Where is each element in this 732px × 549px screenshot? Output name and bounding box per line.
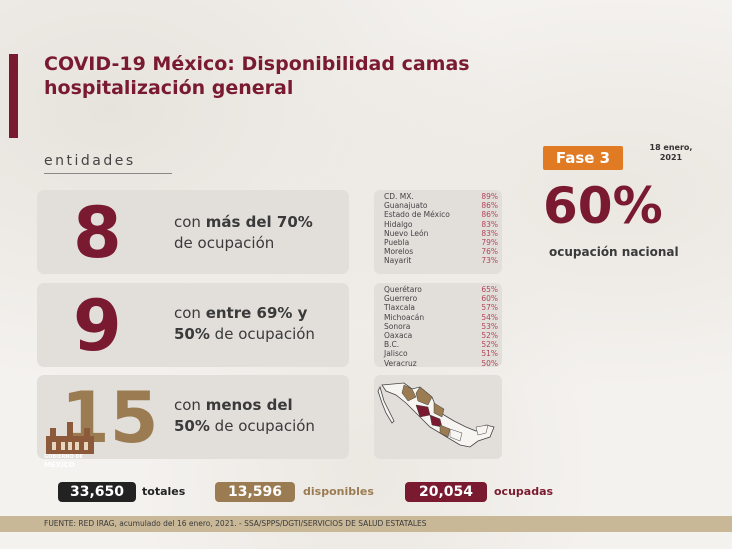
- footer-source: FUENTE: RED IRAG, acumulado del 16 enero…: [44, 519, 427, 528]
- desc-bold-2: 50%: [174, 417, 210, 435]
- government-building-icon: [46, 422, 94, 454]
- occupied-beds-label: ocupadas: [494, 485, 554, 498]
- total-beds-label: totales: [142, 485, 186, 498]
- state-row: Nayarit 73%: [384, 256, 498, 265]
- state-name: Querétaro: [384, 285, 422, 294]
- desc-pre: con: [174, 396, 206, 414]
- state-row: Hidalgo 83%: [384, 220, 498, 229]
- gov-logo-line-1: GOBIERNO DE: [44, 454, 84, 460]
- state-occupancy: 86%: [481, 210, 498, 220]
- state-occupancy: 83%: [481, 228, 498, 238]
- state-occupancy: 86%: [481, 201, 498, 211]
- state-name: Guanajuato: [384, 201, 428, 211]
- desc-post: de ocupación: [209, 325, 315, 343]
- group-row-high: 8 con más del 70% de ocupación: [37, 190, 349, 274]
- mexico-map-icon: [377, 382, 495, 448]
- state-name: Morelos: [384, 247, 414, 257]
- report-date-line-2: 2021: [659, 153, 683, 162]
- available-beds-label: disponibles: [303, 485, 374, 498]
- state-occupancy: 89%: [481, 192, 498, 201]
- state-occupancy: 73%: [481, 256, 498, 266]
- state-row: Michoacán 54%: [384, 313, 498, 322]
- entidades-label: entidades: [44, 153, 136, 169]
- gov-logo-text: GOBIERNO DE MÉXICO: [44, 453, 104, 469]
- state-row: Oaxaca 52%: [384, 331, 498, 340]
- total-beds-value: 33,650: [58, 482, 136, 502]
- state-row: Veracruz 50%: [384, 359, 498, 368]
- desc-post: de ocupación: [209, 417, 315, 435]
- state-name: Puebla: [384, 238, 410, 248]
- state-name: Sonora: [384, 321, 411, 331]
- occupied-beds-value: 20,054: [405, 482, 487, 502]
- state-row: Jalisco 51%: [384, 349, 498, 358]
- state-occupancy: 76%: [481, 247, 498, 257]
- state-row: Sonora 53%: [384, 322, 498, 331]
- state-row: Nuevo León 83%: [384, 229, 498, 238]
- desc-bold: entre 69% y: [205, 304, 308, 322]
- fase-badge: Fase 3: [543, 146, 623, 170]
- state-name: Estado de México: [384, 210, 450, 220]
- state-occupancy: 60%: [481, 294, 498, 304]
- state-occupancy: 50%: [481, 358, 498, 368]
- state-occupancy: 79%: [481, 238, 498, 248]
- national-occupancy-value: 60%: [543, 177, 663, 235]
- available-beds-value: 13,596: [215, 482, 295, 502]
- state-occupancy: 83%: [481, 219, 498, 229]
- state-name: Michoacán: [384, 312, 425, 322]
- state-occupancy: 57%: [481, 303, 498, 313]
- state-row: Guanajuato 86%: [384, 201, 498, 210]
- desc-pre: con: [174, 304, 206, 322]
- entidades-divider: [44, 173, 172, 174]
- state-row: CD. MX. 89%: [384, 192, 498, 201]
- group-count-mid: 9: [73, 285, 122, 367]
- state-row: Puebla 79%: [384, 238, 498, 247]
- group-row-mid: 9 con entre 69% y 50% de ocupación: [37, 283, 349, 367]
- state-row: Morelos 76%: [384, 247, 498, 256]
- state-row: Tlaxcala 57%: [384, 303, 498, 312]
- state-name: Tlaxcala: [384, 303, 415, 313]
- desc-bold: más del 70%: [205, 213, 313, 231]
- state-occupancy: 52%: [481, 340, 498, 350]
- footer-bar: [0, 516, 732, 532]
- state-occupancy: 52%: [481, 331, 498, 341]
- state-name: B.C.: [384, 340, 400, 350]
- high-occupancy-list: CD. MX. 89% Guanajuato 86% Estado de México 8…: [374, 190, 502, 274]
- report-date-line-1: 18 enero,: [649, 143, 693, 152]
- state-occupancy: 65%: [481, 285, 498, 294]
- mid-occupancy-list: Querétaro 65% Guerrero 60% Tlaxcala 57% Michoa…: [374, 283, 502, 368]
- report-date: 18 enero, 2021: [641, 143, 701, 163]
- state-name: Hidalgo: [384, 219, 413, 229]
- title-line-2: hospitalización general: [44, 77, 294, 99]
- desc-post: de ocupación: [174, 234, 275, 252]
- page-title: COVID-19 México: Disponibilidad camas ho…: [44, 52, 564, 100]
- state-name: Veracruz: [384, 358, 417, 368]
- gov-logo-line-2: MÉXICO: [44, 461, 75, 469]
- group-desc-mid: con entre 69% y 50% de ocupación: [174, 303, 315, 345]
- desc-bold-2: 50%: [174, 325, 210, 343]
- state-occupancy: 51%: [481, 349, 498, 359]
- group-desc-high: con más del 70% de ocupación: [174, 212, 313, 254]
- national-occupancy-label: ocupación nacional: [549, 245, 679, 259]
- desc-pre: con: [174, 213, 206, 231]
- group-desc-low: con menos del 50% de ocupación: [174, 395, 315, 437]
- title-line-1: COVID-19 México: Disponibilidad camas: [44, 53, 470, 75]
- state-occupancy: 54%: [481, 312, 498, 322]
- state-row: Guerrero 60%: [384, 294, 498, 303]
- state-name: CD. MX.: [384, 192, 414, 201]
- title-accent-bar: [9, 54, 18, 138]
- desc-bold: menos del: [205, 396, 293, 414]
- state-occupancy: 53%: [481, 321, 498, 331]
- state-name: Guerrero: [384, 294, 418, 304]
- state-name: Oaxaca: [384, 331, 413, 341]
- state-name: Jalisco: [384, 349, 408, 359]
- map-panel: [374, 375, 502, 459]
- state-name: Nayarit: [384, 256, 412, 266]
- state-name: Nuevo León: [384, 228, 429, 238]
- state-row: Estado de México 86%: [384, 210, 498, 219]
- group-count-high: 8: [73, 192, 122, 274]
- state-row: Querétaro 65%: [384, 285, 498, 294]
- state-row: B.C. 52%: [384, 340, 498, 349]
